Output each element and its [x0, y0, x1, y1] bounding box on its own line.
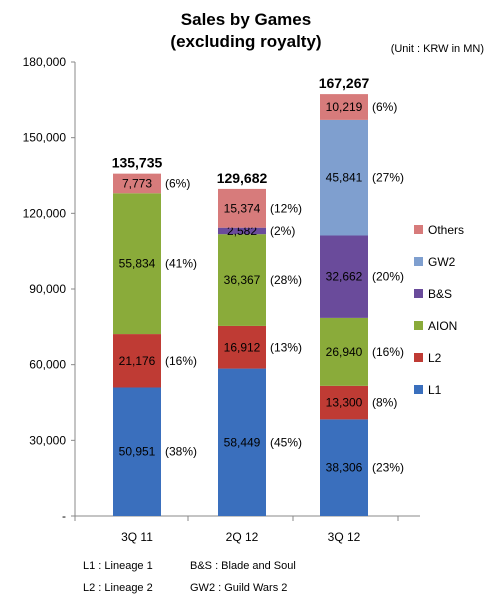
- pct-label: (38%): [165, 445, 197, 459]
- y-tick-label: 120,000: [23, 206, 67, 220]
- bar-segment-l1: [218, 368, 266, 516]
- legend-swatch: [414, 289, 423, 298]
- y-tick-label: -: [62, 509, 66, 523]
- y-tick-label: 180,000: [23, 55, 67, 69]
- legend-label: L1: [428, 383, 442, 397]
- pct-label: (16%): [372, 345, 404, 359]
- pct-label: (2%): [270, 224, 295, 238]
- footnote-l1: L1 : Lineage 1: [83, 560, 153, 572]
- bar-segment-l1: [113, 387, 161, 516]
- y-tick-label: 90,000: [29, 282, 66, 296]
- legend-swatch: [414, 225, 423, 234]
- pct-label: (27%): [372, 171, 404, 185]
- data-label: 32,662: [326, 270, 363, 284]
- data-label: 10,219: [326, 100, 363, 114]
- bar-segment-l2: [113, 334, 161, 388]
- bar-segment-aion: [218, 234, 266, 326]
- bar-segment-bs: [218, 227, 266, 235]
- pct-label: (20%): [372, 270, 404, 284]
- data-label: 45,841: [326, 171, 363, 185]
- data-label: 58,449: [224, 435, 261, 449]
- bar-segment-aion: [113, 193, 161, 335]
- bar-segment-aion: [320, 317, 368, 386]
- data-label: 16,912: [224, 340, 261, 354]
- bar-segment-l1: [320, 419, 368, 516]
- legend-label: AION: [428, 319, 457, 333]
- y-tick-label: 60,000: [29, 358, 66, 372]
- pct-label: (41%): [165, 257, 197, 271]
- data-label: 13,300: [326, 396, 363, 410]
- legend-swatch: [414, 321, 423, 330]
- bar-segment-others: [113, 173, 161, 194]
- pct-label: (23%): [372, 461, 404, 475]
- legend-label: GW2: [428, 255, 456, 269]
- data-label: 36,367: [224, 273, 261, 287]
- pct-label: (13%): [270, 340, 302, 354]
- chart-subtitle: (excluding royalty): [170, 32, 322, 51]
- bar-segment-l2: [218, 325, 266, 369]
- total-label: 135,735: [112, 155, 163, 171]
- total-label: 167,267: [319, 75, 370, 91]
- footnote-gw2: GW2 : Guild Wars 2: [190, 582, 288, 594]
- y-tick-label: 30,000: [29, 433, 66, 447]
- bar-segment-others: [218, 188, 266, 228]
- bar-segment-gw2: [320, 119, 368, 236]
- data-label: 7,773: [122, 176, 152, 190]
- data-label: 15,374: [224, 201, 261, 215]
- x-tick-label: 3Q 12: [328, 530, 361, 544]
- pct-label: (6%): [165, 176, 190, 190]
- data-label: 26,940: [326, 345, 363, 359]
- pct-label: (8%): [372, 396, 397, 410]
- footnote-l2: L2 : Lineage 2: [83, 582, 153, 594]
- y-tick-label: 150,000: [23, 131, 67, 145]
- pct-label: (12%): [270, 201, 302, 215]
- pct-label: (45%): [270, 435, 302, 449]
- x-tick-label: 2Q 12: [226, 530, 259, 544]
- data-label: 50,951: [119, 445, 156, 459]
- bar-segment-l2: [320, 385, 368, 420]
- bar-segment-others: [320, 94, 368, 120]
- chart-title: Sales by Games: [180, 10, 312, 29]
- total-label: 129,682: [217, 170, 268, 186]
- data-label: 38,306: [326, 461, 363, 475]
- legend-label: L2: [428, 351, 442, 365]
- legend-swatch: [414, 353, 423, 362]
- legend-label: B&S: [428, 287, 452, 301]
- pct-label: (6%): [372, 100, 397, 114]
- bar-segment-bs: [320, 235, 368, 318]
- footnote-bns: B&S : Blade and Soul: [190, 560, 296, 572]
- x-tick-label: 3Q 11: [121, 530, 153, 544]
- legend-swatch: [414, 385, 423, 394]
- pct-label: (16%): [165, 354, 197, 368]
- unit-note: (Unit : KRW in MN): [390, 43, 484, 55]
- legend-label: Others: [428, 223, 464, 237]
- pct-label: (28%): [270, 273, 302, 287]
- data-label: 55,834: [119, 257, 156, 271]
- data-label: 21,176: [119, 354, 156, 368]
- legend-swatch: [414, 257, 423, 266]
